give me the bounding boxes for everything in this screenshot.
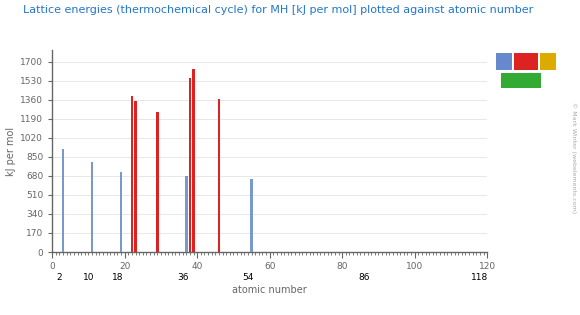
Bar [193, 69, 195, 252]
Y-axis label: kJ per mol: kJ per mol [6, 127, 16, 176]
Bar [120, 172, 122, 252]
Text: © Mark Winter (webelements.com): © Mark Winter (webelements.com) [571, 102, 577, 213]
Bar [185, 176, 187, 252]
Bar [135, 100, 137, 252]
X-axis label: atomic number: atomic number [233, 285, 307, 295]
Bar [156, 112, 158, 252]
Bar [251, 180, 253, 252]
Bar [62, 149, 64, 252]
Bar [91, 162, 93, 252]
Bar [218, 99, 220, 252]
Text: Lattice energies (thermochemical cycle) for MH [kJ per mol] plotted against atom: Lattice energies (thermochemical cycle) … [23, 5, 534, 15]
Bar [188, 78, 191, 252]
Bar [130, 96, 133, 252]
